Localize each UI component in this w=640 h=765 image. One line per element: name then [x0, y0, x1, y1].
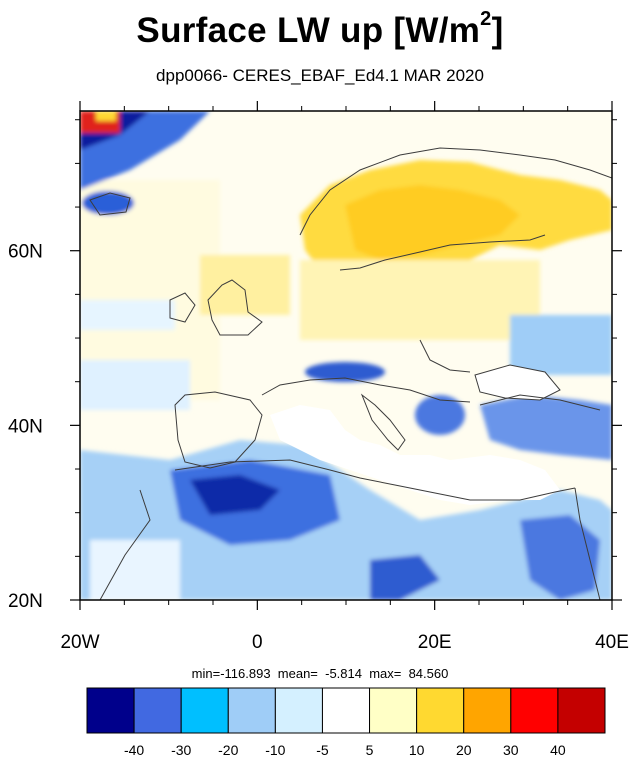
x-tick-label: 20E	[418, 632, 452, 653]
colorbar-label: -20	[218, 742, 238, 758]
x-tick-label: 20W	[60, 632, 99, 653]
colorbar-label: 30	[503, 742, 519, 758]
field-patch	[96, 111, 116, 121]
y-tick-label: 20N	[8, 591, 43, 612]
chart-title-superscript: 2	[480, 8, 492, 30]
coastline	[174, 459, 576, 501]
statistics-line: min=-116.893 mean= -5.814 max= 84.560	[191, 666, 449, 681]
coastlines	[89, 147, 612, 600]
coastline	[479, 394, 601, 411]
colorbar-box	[133, 687, 182, 734]
coastline	[261, 377, 471, 403]
field-patch	[190, 475, 280, 515]
coastline	[99, 489, 151, 600]
coastline	[207, 279, 263, 336]
field-patch	[90, 540, 180, 600]
colorbar-label: 10	[409, 742, 425, 758]
field-patch	[200, 255, 290, 315]
colorbar-label: 20	[456, 742, 472, 758]
colorbar-label: -5	[316, 742, 329, 758]
field-patch	[415, 395, 465, 435]
coastline	[339, 234, 546, 271]
colorbar-box	[86, 687, 135, 734]
colorbar-label: -40	[124, 742, 144, 758]
field-patch	[480, 395, 612, 460]
coastline	[419, 339, 471, 373]
colorbar-box	[557, 687, 606, 734]
field-patch	[510, 315, 612, 375]
field-patch	[345, 185, 520, 260]
axis-ticks	[70, 101, 622, 610]
coastline	[474, 364, 561, 401]
black-sea	[475, 365, 560, 400]
colorbar-labels: -40 -30 -20 -10 -5 5 10 20 30 40	[124, 742, 566, 758]
chart-title-text: Surface LW up [W/m	[136, 11, 481, 50]
mediterranean-sea	[270, 405, 560, 505]
field-patch	[80, 300, 175, 330]
colorbar-box	[416, 687, 465, 734]
coastline	[360, 393, 406, 451]
chart-title: Surface LW up [W/m2]	[0, 8, 640, 51]
coastline	[169, 292, 196, 323]
field-patch	[300, 260, 540, 340]
chart-title-close: ]	[491, 11, 504, 50]
colorbar-box	[321, 687, 371, 734]
field-patches	[80, 111, 612, 600]
colorbar-label: 40	[550, 742, 566, 758]
y-tick-label: 60N	[8, 242, 43, 263]
field-patch	[80, 360, 190, 410]
colorbar-label: -10	[265, 742, 285, 758]
colorbar-box	[510, 687, 559, 734]
coastline	[89, 192, 131, 216]
field-patch	[520, 515, 600, 600]
coastline	[574, 487, 601, 600]
colorbar-box	[180, 687, 229, 734]
colorbar-box	[463, 687, 512, 734]
map-field	[80, 111, 612, 600]
coastline	[174, 391, 263, 469]
colorbar-box	[274, 687, 323, 734]
colorbar	[86, 687, 606, 734]
colorbar-box	[227, 687, 276, 734]
x-tick-label: 40E	[595, 632, 629, 653]
chart-subtitle: dpp0066- CERES_EBAF_Ed4.1 MAR 2020	[156, 66, 484, 85]
field-patch	[82, 191, 134, 215]
coastline	[299, 147, 612, 236]
y-tick-label: 40N	[8, 416, 43, 437]
colorbar-box	[369, 687, 418, 734]
axis-labels: 20W 0 20E 40E 20N 40N 60N	[8, 242, 629, 653]
colorbar-label: -30	[171, 742, 191, 758]
field-patch	[305, 362, 385, 382]
colorbar-label: 5	[366, 742, 374, 758]
field-patch	[370, 555, 440, 600]
x-tick-label: 0	[252, 632, 263, 653]
